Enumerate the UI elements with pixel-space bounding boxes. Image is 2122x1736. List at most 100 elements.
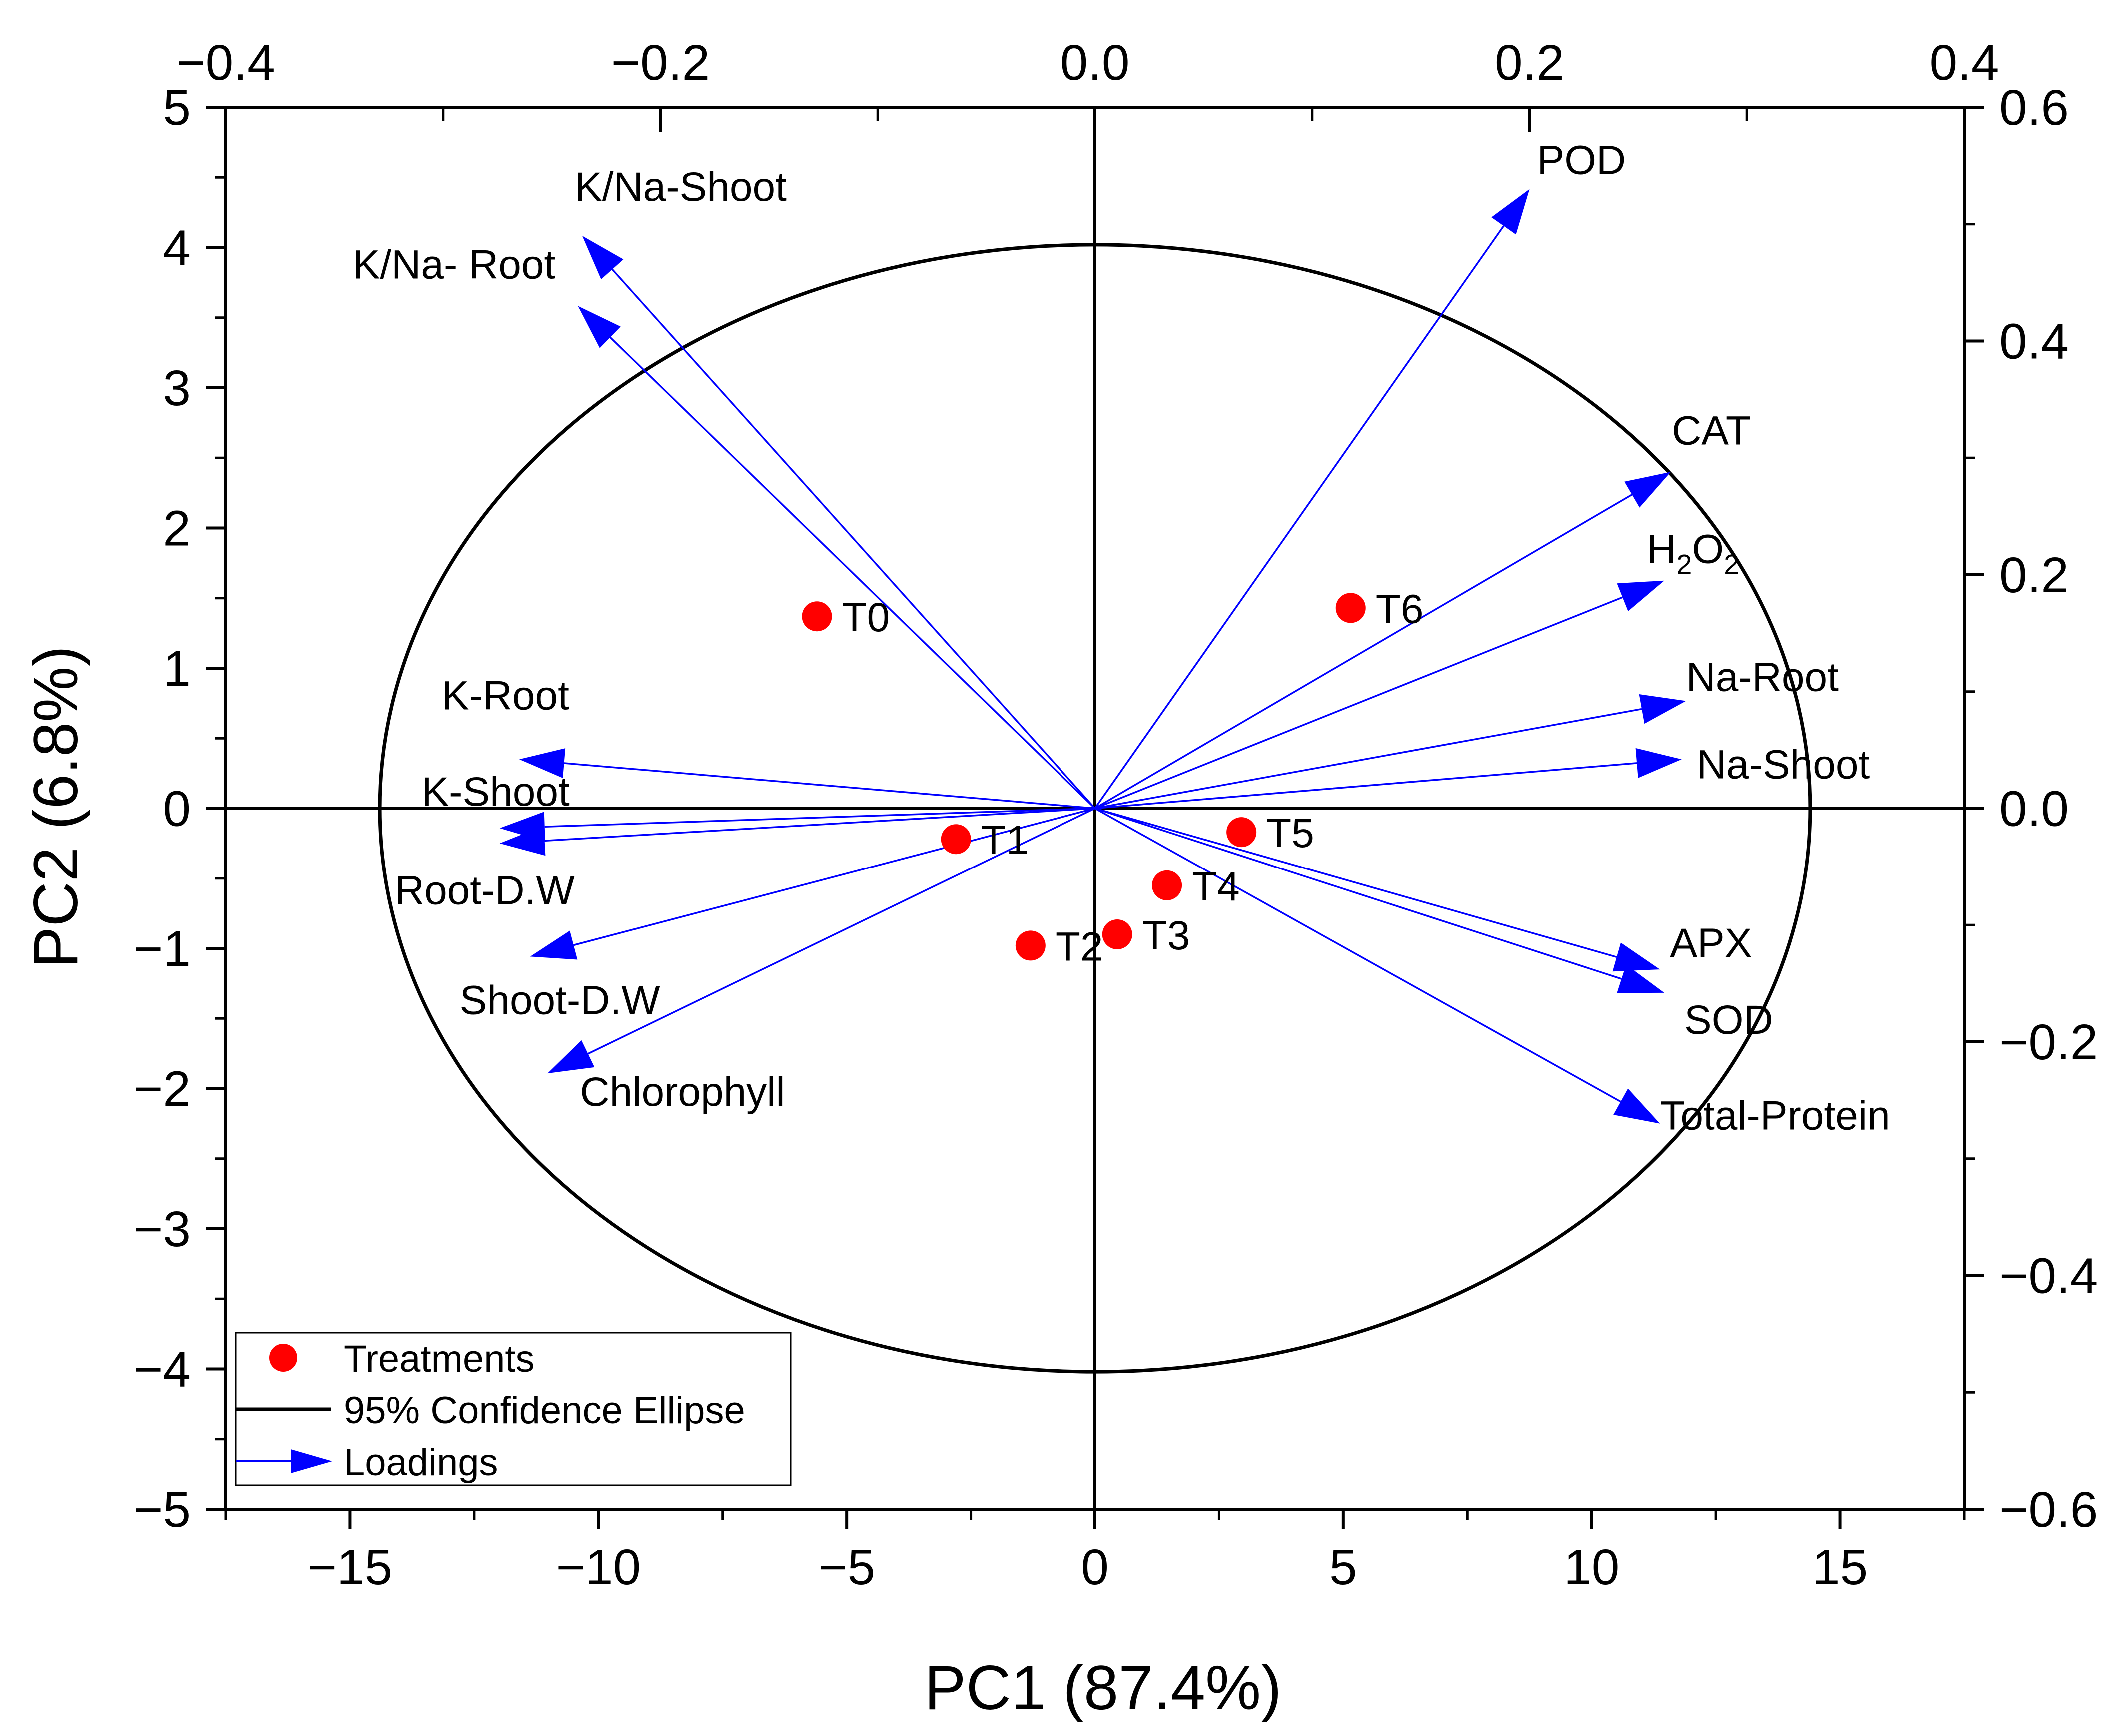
treatment-label: T3 xyxy=(1142,913,1190,958)
loading-label: H2O2 xyxy=(1647,527,1739,580)
y-tick-label: −3 xyxy=(134,1201,191,1257)
legend-ellipse-label: 95% Confidence Ellipse xyxy=(344,1389,745,1432)
loading-arrow-line xyxy=(609,336,1096,809)
loading-arrowhead xyxy=(1613,1088,1660,1124)
loading-arrow-line xyxy=(573,807,1095,946)
right-tick-label: 0.0 xyxy=(1999,781,2069,837)
loading-arrow-line xyxy=(587,807,1095,1055)
loading-arrowhead xyxy=(578,306,621,348)
loading-arrowhead xyxy=(582,236,624,280)
top-tick-label: 0.4 xyxy=(1929,35,1999,91)
top-tick-label: −0.4 xyxy=(176,35,275,91)
loading-label: K-Shoot xyxy=(421,769,570,815)
x-tick-label: 0 xyxy=(1081,1539,1109,1595)
loading-arrowhead xyxy=(530,930,578,960)
top-tick-label: 0.0 xyxy=(1060,35,1129,91)
x-tick-label: 10 xyxy=(1564,1539,1619,1595)
loading-arrow-line xyxy=(1094,708,1642,810)
loading-arrowhead xyxy=(1639,694,1686,724)
loading-arrowhead xyxy=(1491,189,1530,235)
loading-label: POD xyxy=(1537,138,1626,183)
loading-label: K/Na- Root xyxy=(353,242,556,287)
loading-arrow-line xyxy=(1094,807,1622,980)
loading-arrow-line xyxy=(1094,596,1623,810)
loading-arrowhead xyxy=(1635,748,1682,778)
loading-arrow-line xyxy=(564,762,1095,810)
right-tick-label: 0.4 xyxy=(1999,314,2069,370)
right-tick-label: 0.2 xyxy=(1999,547,2069,603)
loadings-group: POD K/Na-Shoot K/Na- Root CAT H2O2 Na-Root Na-… xyxy=(353,138,1890,1139)
loading-label: CAT xyxy=(1672,408,1751,453)
loading-label: APX xyxy=(1670,920,1752,966)
loading-label: K/Na-Shoot xyxy=(575,164,787,210)
loading-arrowhead xyxy=(1617,580,1665,611)
x-tick-label: 5 xyxy=(1329,1539,1357,1595)
right-tick-label: 0.6 xyxy=(1999,80,2069,136)
y-tick-label: −2 xyxy=(134,1061,191,1117)
legend: Treatments 95% Confidence Ellipse Loadin… xyxy=(235,1332,792,1486)
y-tick-label: −4 xyxy=(134,1342,191,1398)
loading-arrowhead xyxy=(547,1040,595,1074)
loading-arrowhead xyxy=(1624,472,1671,508)
y-tick-label: 2 xyxy=(163,501,191,557)
loading-arrowhead xyxy=(499,826,546,856)
x-tick-label: 15 xyxy=(1812,1539,1868,1595)
loading-arrow-line xyxy=(544,807,1095,842)
loading-arrowhead xyxy=(1612,942,1660,972)
loading-label: SOD xyxy=(1684,997,1773,1043)
y-tick-label: −1 xyxy=(134,921,191,977)
treatment-point xyxy=(1226,817,1257,848)
loading-arrowhead xyxy=(519,748,566,778)
loading-label: Na-Shoot xyxy=(1697,742,1870,787)
loading-label: K-Root xyxy=(442,673,569,718)
x-tick-label: −10 xyxy=(556,1539,641,1595)
treatment-label: T2 xyxy=(1056,924,1103,969)
x-tick-label: −15 xyxy=(308,1539,393,1595)
treatment-point xyxy=(941,824,971,855)
loading-arrow-line xyxy=(1094,762,1637,810)
treatment-label: T4 xyxy=(1192,864,1240,909)
loading-label: Na-Root xyxy=(1686,654,1839,700)
treatment-point xyxy=(802,601,832,632)
x-tick-label: −5 xyxy=(818,1539,875,1595)
legend-treatments-marker xyxy=(269,1344,297,1372)
loading-arrow-line xyxy=(1094,494,1633,810)
y-tick-label: 1 xyxy=(163,641,191,697)
treatment-point xyxy=(1015,930,1046,961)
loading-arrow-line xyxy=(1094,807,1621,1103)
x-axis-title: PC1 (87.4%) xyxy=(924,1653,1282,1723)
legend-treatments-label: Treatments xyxy=(344,1338,535,1380)
y-axis-title: PC2 (6.8%) xyxy=(21,646,91,968)
loading-arrow-line xyxy=(1094,807,1617,958)
loading-arrow-line xyxy=(1094,225,1505,809)
top-tick-label: −0.2 xyxy=(611,35,710,91)
loading-arrowhead xyxy=(1617,964,1665,993)
y-tick-label: 5 xyxy=(163,80,191,136)
loading-arrow-line xyxy=(611,268,1096,809)
treatment-label: T6 xyxy=(1376,586,1424,632)
loading-arrow-line xyxy=(544,807,1095,828)
y-tick-label: −5 xyxy=(134,1482,191,1538)
loading-label: Chlorophyll xyxy=(580,1069,785,1115)
top-tick-label: 0.2 xyxy=(1495,35,1564,91)
treatment-point xyxy=(1335,593,1366,623)
y-tick-label: 4 xyxy=(163,220,191,276)
treatment-point xyxy=(1152,870,1182,900)
treatment-label: T5 xyxy=(1266,811,1314,856)
y-tick-label: 0 xyxy=(163,781,191,837)
y-tick-label: 3 xyxy=(163,360,191,416)
right-tick-label: −0.2 xyxy=(1999,1014,2098,1070)
legend-loadings-arrowhead xyxy=(291,1449,332,1473)
loading-label: Total-Protein xyxy=(1660,1093,1890,1139)
loading-label: Root-D.W xyxy=(395,868,575,913)
right-tick-label: −0.4 xyxy=(1999,1248,2098,1304)
legend-loadings-label: Loadings xyxy=(344,1441,498,1484)
loading-label: Shoot-D.W xyxy=(460,977,661,1023)
right-tick-label: −0.6 xyxy=(1999,1482,2098,1538)
treatment-label: T1 xyxy=(981,818,1029,863)
treatment-label: T0 xyxy=(842,595,890,640)
treatment-point xyxy=(1102,919,1132,949)
